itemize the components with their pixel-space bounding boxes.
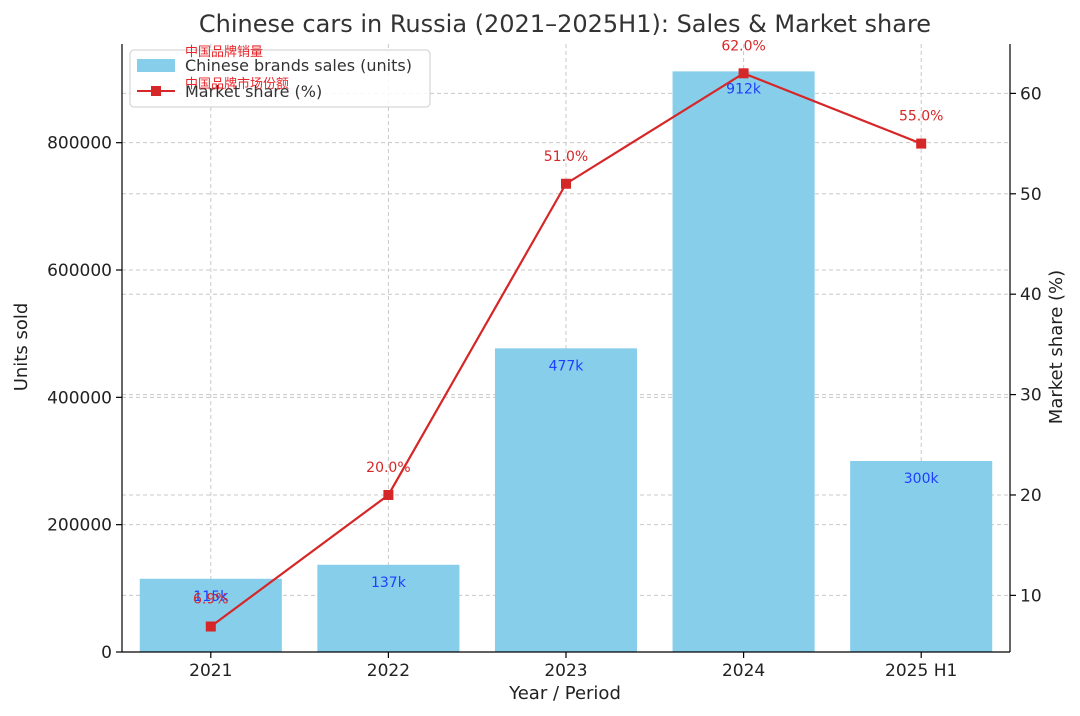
bar — [317, 564, 460, 652]
legend: Chinese brands sales (units) Market shar… — [129, 44, 431, 108]
bar-value-label: 912k — [726, 81, 762, 97]
share-marker — [383, 489, 394, 500]
x-tick-label: 2023 — [544, 661, 587, 681]
share-labels: 6.9% 20.0% 51.0% 62.0% 55.0% — [193, 38, 943, 607]
y2-tick-label: 10 — [1020, 586, 1042, 606]
y-tick-label: 400000 — [47, 388, 112, 408]
share-marker — [916, 138, 927, 149]
axes: 0 200000 400000 600000 800000 10 20 30 40 50 60 202… — [47, 44, 1042, 681]
bar — [494, 348, 638, 652]
y2-tick-label: 30 — [1020, 386, 1042, 406]
share-value-label: 51.0% — [544, 149, 588, 165]
bar-value-label: 115k — [193, 589, 229, 605]
legend-bar-swatch — [137, 59, 175, 72]
share-line-series — [205, 68, 927, 632]
chart-title: Chinese cars in Russia (2021–2025H1): Sa… — [199, 10, 931, 38]
share-marker — [205, 621, 216, 632]
bar-value-label: 477k — [549, 358, 585, 374]
share-value-label: 55.0% — [899, 109, 943, 125]
y-axis-title: Units sold — [11, 303, 32, 392]
x-tick-label: 2021 — [189, 661, 232, 681]
y-tick-label: 800000 — [47, 134, 112, 154]
share-value-label: 20.0% — [366, 460, 410, 476]
x-tick-label: 2025 H1 — [885, 661, 957, 681]
share-marker — [561, 178, 571, 189]
share-marker — [738, 68, 749, 79]
bar — [850, 461, 993, 652]
legend-box — [129, 49, 431, 108]
x-tick-label: 2022 — [367, 661, 410, 681]
bar-series — [139, 71, 993, 652]
legend-square-marker — [151, 86, 161, 96]
x-tick-label: 2024 — [722, 661, 765, 681]
x-axis-title: Year / Period — [508, 683, 621, 704]
legend-label-share-cn: 中国品牌市场份额 — [185, 76, 289, 92]
y-tick-label: 0 — [101, 643, 112, 663]
bar-labels: 115k 137k 477k 912k 300k — [193, 81, 939, 604]
share-value-label: 62.0% — [721, 38, 765, 54]
bar — [672, 71, 815, 652]
y2-tick-label: 20 — [1020, 486, 1042, 506]
share-value-label: 6.9% — [193, 591, 229, 607]
legend-label-sales-cn: 中国品牌销量 — [185, 44, 263, 60]
legend-label-share: Market share (%) — [185, 82, 322, 101]
bar-value-label: 300k — [904, 471, 940, 487]
y-tick-label: 600000 — [47, 261, 112, 281]
y2-tick-label: 50 — [1020, 185, 1042, 205]
y2-tick-label: 40 — [1020, 285, 1042, 305]
legend-label-sales: Chinese brands sales (units) — [185, 56, 412, 75]
bar-value-label: 137k — [371, 575, 407, 591]
y-tick-label: 200000 — [47, 516, 112, 536]
y2-axis-title: Market share (%) — [1046, 270, 1067, 424]
y2-tick-label: 60 — [1020, 84, 1042, 104]
